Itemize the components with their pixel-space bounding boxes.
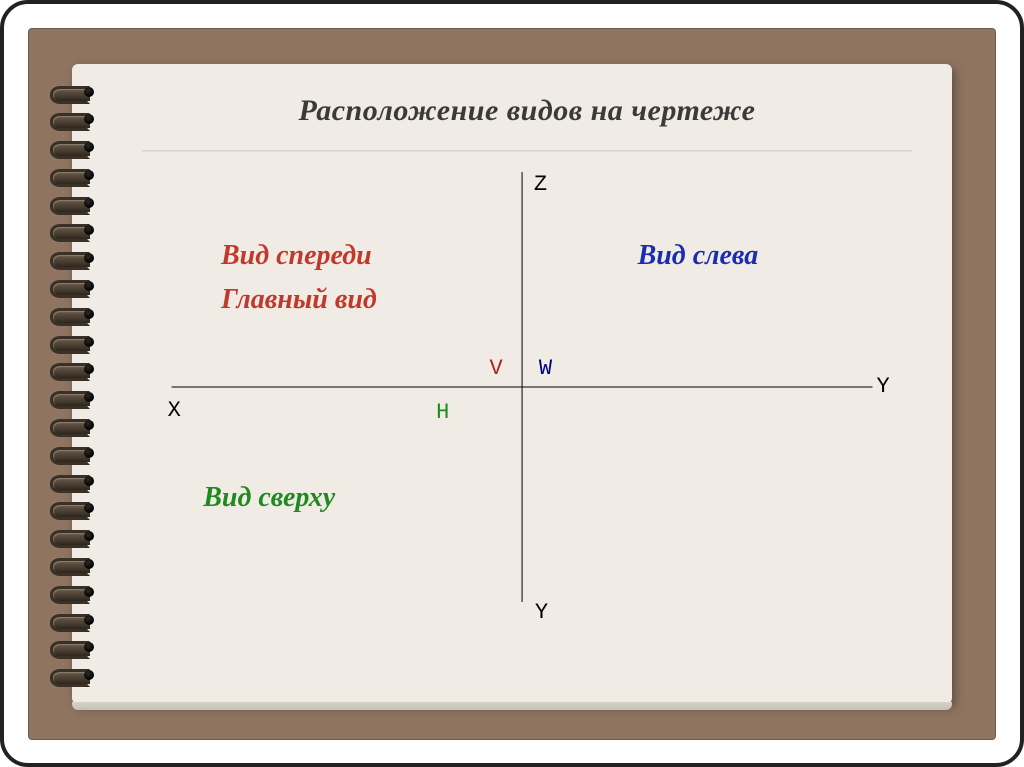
view-label: Вид сверху bbox=[203, 482, 335, 514]
view-label: Вид спереди bbox=[221, 240, 372, 272]
axis-label-x: X bbox=[168, 398, 181, 423]
view-label: Главный вид bbox=[221, 284, 377, 316]
page-content: Расположение видов на чертеже Z W V Y X H Y Вид… bbox=[72, 64, 952, 704]
views-diagram: Z W V Y X H Y Вид спереди Главный вид Вид слева Ви… bbox=[142, 162, 912, 632]
axis-label-v: V bbox=[489, 356, 502, 381]
view-label: Вид слева bbox=[638, 240, 759, 272]
axis-label-y: Y bbox=[876, 374, 889, 399]
notebook: Расположение видов на чертеже Z W V Y X H Y Вид… bbox=[72, 64, 952, 704]
outer-frame: Расположение видов на чертеже Z W V Y X H Y Вид… bbox=[0, 0, 1024, 767]
axis-label-w: W bbox=[539, 356, 552, 381]
axis-label-y: Y bbox=[535, 600, 548, 625]
axis-lines bbox=[142, 162, 912, 632]
axis-label-h: H bbox=[436, 400, 449, 425]
page-title: Расположение видов на чертеже bbox=[142, 94, 912, 128]
title-underline bbox=[142, 150, 912, 152]
axis-label-z: Z bbox=[534, 172, 547, 197]
brown-mat: Расположение видов на чертеже Z W V Y X H Y Вид… bbox=[28, 28, 996, 740]
